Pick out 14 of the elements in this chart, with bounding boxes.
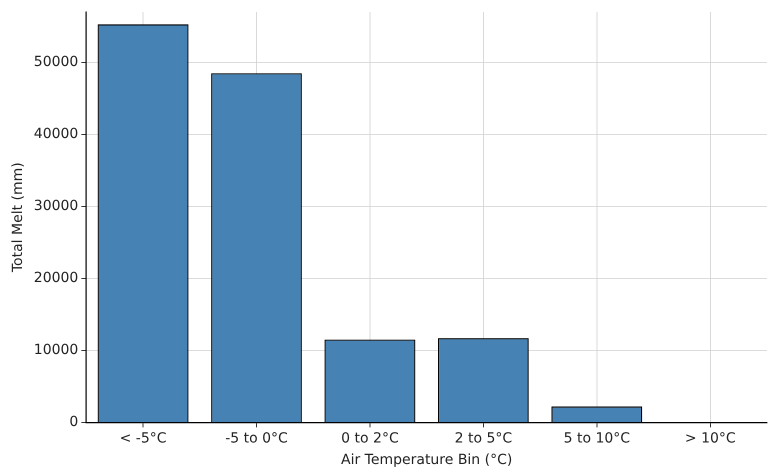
- x-tick-label: 2 to 5°C: [454, 430, 512, 446]
- x-axis-title: Air Temperature Bin (°C): [341, 452, 512, 468]
- y-tick-label: 30000: [34, 198, 78, 214]
- y-axis-title: Total Melt (mm): [10, 162, 26, 274]
- y-tick-label: 0: [69, 414, 78, 430]
- y-tick-label: 40000: [34, 126, 78, 142]
- y-tick-label: 10000: [34, 342, 78, 358]
- x-tick-label: 0 to 2°C: [341, 430, 399, 446]
- x-tick-label: < -5°C: [120, 430, 167, 446]
- x-tick-label: 5 to 10°C: [564, 430, 630, 446]
- y-tick-label: 20000: [34, 270, 78, 286]
- x-tick-label: -5 to 0°C: [225, 430, 288, 446]
- x-tick-label: > 10°C: [684, 430, 736, 446]
- y-tick-label: 50000: [34, 54, 78, 70]
